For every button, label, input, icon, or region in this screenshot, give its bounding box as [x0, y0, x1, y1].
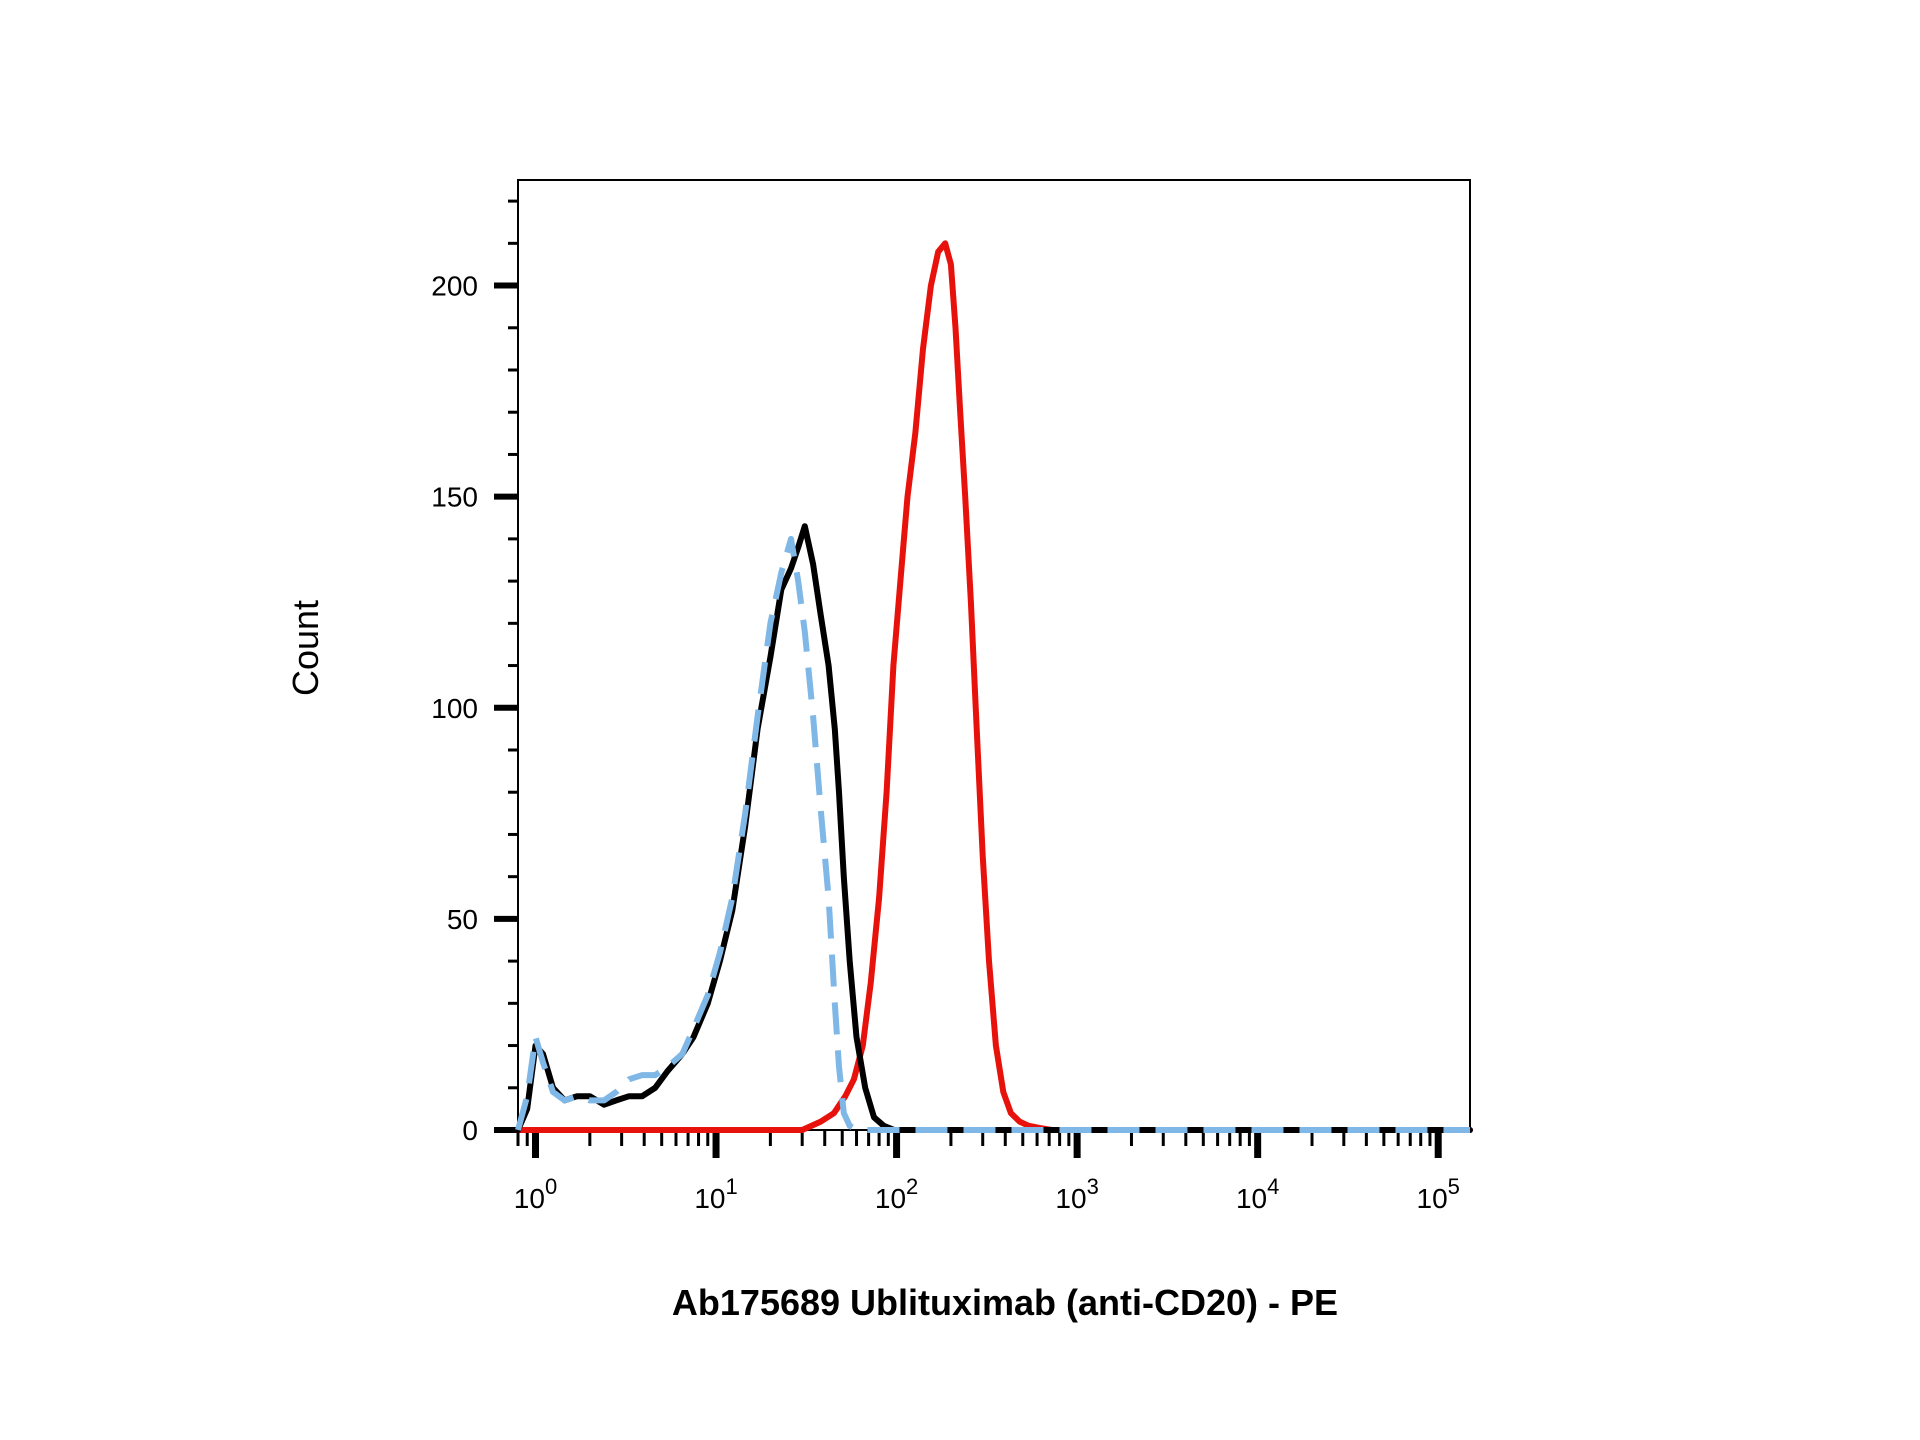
y-tick-label: 100: [431, 693, 478, 724]
y-tick-label: 0: [462, 1115, 478, 1146]
y-tick-label: 50: [447, 904, 478, 935]
x-tick-label: 104: [1236, 1174, 1279, 1214]
x-tick-label: 102: [875, 1174, 918, 1214]
histogram-series-line-1: [515, 535, 1470, 1133]
x-tick-label: 105: [1417, 1174, 1460, 1214]
x-axis-label: Ab175689 Ublituximab (anti-CD20) - PE: [672, 1282, 1338, 1323]
y-tick-label: 150: [431, 482, 478, 513]
y-axis-label: Count: [285, 600, 326, 696]
histogram-series-line-2: [515, 240, 1473, 1133]
x-tick-label: 103: [1055, 1174, 1098, 1214]
y-tick-label: 200: [431, 271, 478, 302]
x-tick-label: 100: [514, 1174, 557, 1214]
x-tick-label: 101: [694, 1174, 737, 1214]
